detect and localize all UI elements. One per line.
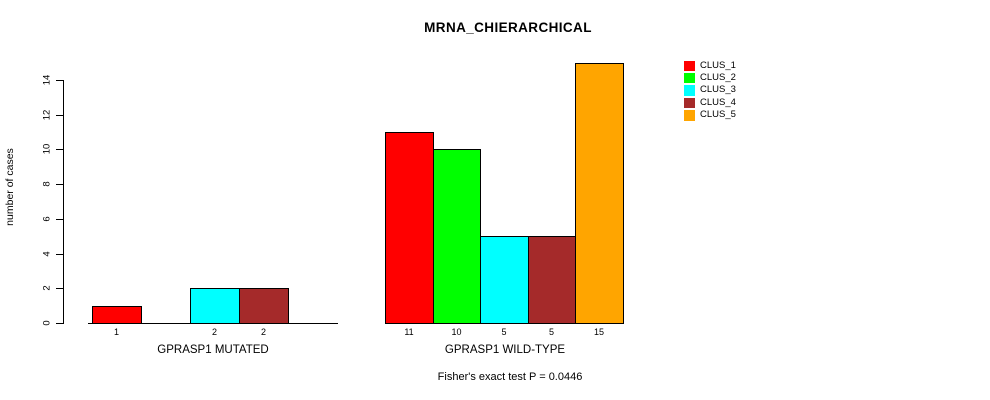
bar-value-label: 2 [211,327,218,337]
group-label-wild-type: GPRASP1 WILD-TYPE [444,344,566,356]
bar-clus_2 [433,149,481,324]
bar-clus_4 [528,236,576,324]
legend-label: CLUS_3 [700,84,736,96]
legend-swatch-clus_2 [684,72,695,84]
fisher-test-footnote: Fisher's exact test P = 0.0446 [437,371,583,383]
legend-swatch-clus_3 [684,85,695,96]
y-tick-label: 0 [41,320,53,326]
legend-label: CLUS_2 [700,71,736,83]
y-tick-mark [56,288,63,289]
legend-label: CLUS_4 [700,96,736,108]
bar-value-label: 5 [501,327,507,337]
bar-value-label: 10 [451,327,462,337]
bar-value-label: 2 [260,327,267,337]
bar-clus_3 [190,288,240,324]
legend-swatch-clus_5 [684,110,695,121]
y-tick-label: 10 [41,144,53,155]
legend-label: CLUS_1 [700,59,736,71]
y-tick-label: 2 [41,285,53,291]
y-tick-label: 4 [41,250,53,257]
bar-value-label: 1 [113,327,120,337]
y-tick-mark [56,115,63,116]
bar-clus_5 [575,63,624,324]
y-tick-label: 14 [41,74,53,86]
legend-swatch-clus_1 [684,60,695,71]
bar-value-label: 11 [404,327,414,337]
bar-value-label: 15 [593,327,605,337]
y-tick-mark [56,184,63,185]
bar-clus_3 [480,236,529,324]
y-axis-label: number of cases [4,148,16,226]
y-tick-label: 8 [41,181,53,187]
bar-clus_1 [385,132,434,324]
chart-title: MRNA_CHIERARCHICAL [424,20,592,35]
y-tick-mark [56,219,63,220]
y-tick-mark [56,80,63,81]
y-tick-mark [56,149,63,150]
bar-clus_4 [239,288,289,324]
y-tick-label: 12 [41,109,53,120]
y-tick-mark [56,254,63,255]
bar-clus_1 [92,306,142,324]
bar-value-label: 5 [548,327,555,337]
y-tick-mark [56,323,63,324]
y-axis-line [63,80,64,324]
legend-label: CLUS_5 [700,109,736,121]
y-tick-label: 6 [41,216,53,222]
legend-swatch-clus_4 [684,97,695,109]
group-label-mutated: GPRASP1 MUTATED [157,344,269,356]
